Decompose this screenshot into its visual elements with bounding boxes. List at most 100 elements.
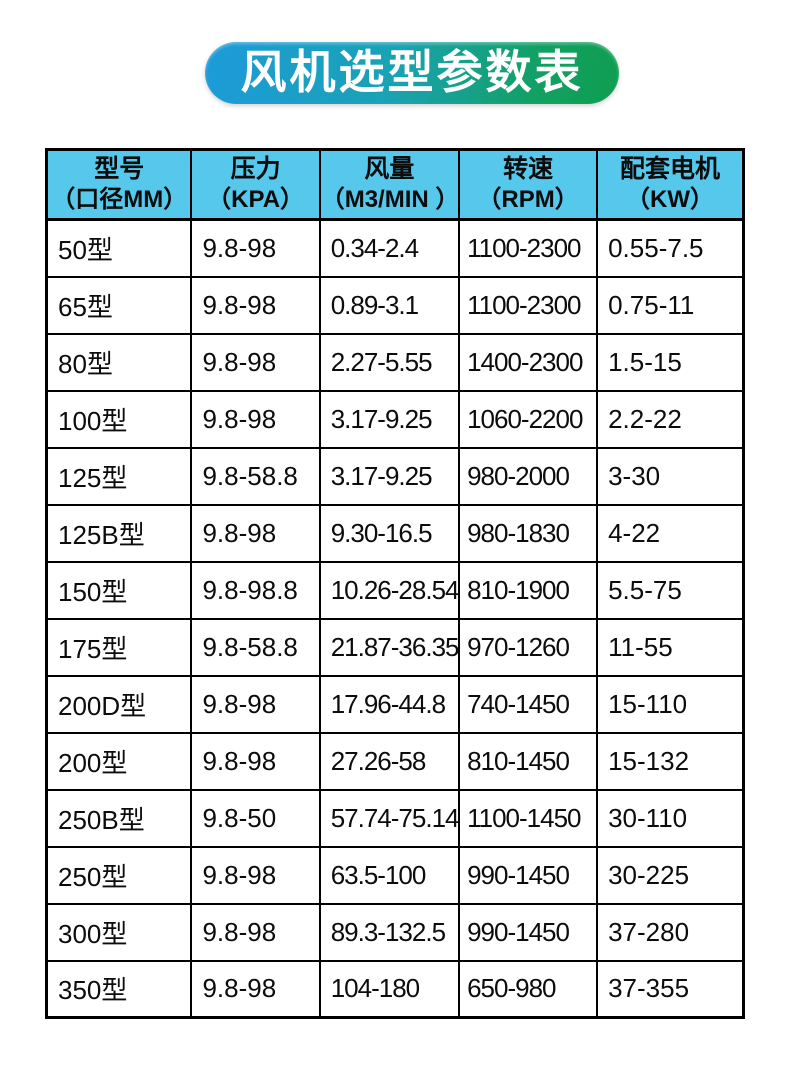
table-row: 100型 9.8-98 3.17-9.25 1060-2200 2.2-22 [45,389,745,449]
cell-speed: 990-1450 [458,902,599,962]
cell-speed: 810-1900 [458,560,599,620]
table-row: 300型 9.8-98 89.3-132.5 990-1450 37-280 [45,902,745,962]
table-row: 200型 9.8-98 27.26-58 810-1450 15-132 [45,731,745,791]
table-row: 350型 9.8-98 104-180 650-980 37-355 [45,959,745,1019]
cell-press: 9.8-98 [190,731,321,791]
cell-motor: 0.55-7.5 [596,218,745,278]
header-cell-speed: 转速 （RPM） [458,148,599,221]
cell-press: 9.8-58.8 [190,446,321,506]
cell-model: 150型 [45,560,193,620]
cell-speed: 970-1260 [458,617,599,677]
table-row: 125B型 9.8-98 9.30-16.5 980-1830 4-22 [45,503,745,563]
header-speed-unit: （RPM） [477,186,579,214]
table-body: 50型 9.8-98 0.34-2.4 1100-2300 0.55-7.5 65型 9.8… [45,218,745,1019]
cell-motor: 11-55 [596,617,745,677]
header-airflow-unit: （M3/MIN ） [320,186,460,214]
cell-press: 9.8-98 [190,275,321,335]
cell-press: 9.8-98.8 [190,560,321,620]
cell-speed: 1400-2300 [458,332,599,392]
cell-motor: 30-225 [596,845,745,905]
cell-motor: 15-132 [596,731,745,791]
cell-airflow: 0.89-3.1 [318,275,461,335]
header-pressure-unit: （KPA） [207,186,305,214]
cell-press: 9.8-98 [190,389,321,449]
header-airflow-title: 风量 [364,154,415,183]
cell-model: 200D型 [45,674,193,734]
cell-speed: 980-1830 [458,503,599,563]
cell-model: 300型 [45,902,193,962]
cell-model: 250B型 [45,788,193,848]
header-model-unit: （口径MM） [51,186,188,214]
cell-speed: 990-1450 [458,845,599,905]
cell-model: 125B型 [45,503,193,563]
cell-press: 9.8-98 [190,218,321,278]
cell-motor: 2.2-22 [596,389,745,449]
cell-airflow: 21.87-36.35 [318,617,461,677]
fan-spec-table: 型号 （口径MM） 压力 （KPA） 风量 （M3/MIN ） 转速 （RPM）… [45,148,745,1019]
cell-model: 350型 [45,959,193,1019]
table-row: 175型 9.8-58.8 21.87-36.35 970-1260 11-55 [45,617,745,677]
cell-speed: 980-2000 [458,446,599,506]
table-row: 80型 9.8-98 2.27-5.55 1400-2300 1.5-15 [45,332,745,392]
cell-motor: 5.5-75 [596,560,745,620]
cell-airflow: 3.17-9.25 [318,389,461,449]
table-row: 250型 9.8-98 63.5-100 990-1450 30-225 [45,845,745,905]
cell-model: 65型 [45,275,193,335]
cell-model: 125型 [45,446,193,506]
cell-airflow: 10.26-28.54 [318,560,461,620]
cell-motor: 15-110 [596,674,745,734]
header-cell-airflow: 风量 （M3/MIN ） [318,148,461,221]
cell-press: 9.8-98 [190,503,321,563]
cell-motor: 4-22 [596,503,745,563]
cell-press: 9.8-58.8 [190,617,321,677]
table-row: 65型 9.8-98 0.89-3.1 1100-2300 0.75-11 [45,275,745,335]
header-speed-title: 转速 [503,154,554,183]
cell-press: 9.8-50 [190,788,321,848]
cell-airflow: 9.30-16.5 [318,503,461,563]
header-cell-motor: 配套电机 （KW） [596,148,745,221]
header-pressure-title: 压力 [230,154,281,183]
cell-model: 200型 [45,731,193,791]
header-model-title: 型号 [94,154,145,183]
cell-motor: 37-280 [596,902,745,962]
cell-model: 50型 [45,218,193,278]
cell-speed: 740-1450 [458,674,599,734]
table-row: 50型 9.8-98 0.34-2.4 1100-2300 0.55-7.5 [45,218,745,278]
header-motor-title: 配套电机 [620,154,721,183]
cell-airflow: 63.5-100 [318,845,461,905]
cell-airflow: 104-180 [318,959,461,1019]
cell-airflow: 17.96-44.8 [318,674,461,734]
cell-motor: 1.5-15 [596,332,745,392]
cell-airflow: 2.27-5.55 [318,332,461,392]
header-cell-model: 型号 （口径MM） [45,148,193,221]
cell-airflow: 0.34-2.4 [318,218,461,278]
table-row: 200D型 9.8-98 17.96-44.8 740-1450 15-110 [45,674,745,734]
cell-motor: 30-110 [596,788,745,848]
cell-airflow: 3.17-9.25 [318,446,461,506]
cell-press: 9.8-98 [190,845,321,905]
cell-press: 9.8-98 [190,332,321,392]
cell-motor: 3-30 [596,446,745,506]
cell-speed: 810-1450 [458,731,599,791]
cell-press: 9.8-98 [190,674,321,734]
cell-model: 250型 [45,845,193,905]
table-row: 250B型 9.8-50 57.74-75.14 1100-1450 30-110 [45,788,745,848]
table-header-row: 型号 （口径MM） 压力 （KPA） 风量 （M3/MIN ） 转速 （RPM）… [45,148,745,221]
table-row: 150型 9.8-98.8 10.26-28.54 810-1900 5.5-75 [45,560,745,620]
header-cell-pressure: 压力 （KPA） [190,148,321,221]
cell-airflow: 57.74-75.14 [318,788,461,848]
cell-speed: 1100-2300 [458,218,599,278]
cell-airflow: 89.3-132.5 [318,902,461,962]
page-title: 风机选型参数表 [205,42,619,104]
cell-model: 80型 [45,332,193,392]
header-motor-unit: （KW） [626,186,715,214]
cell-speed: 1060-2200 [458,389,599,449]
cell-speed: 1100-1450 [458,788,599,848]
cell-motor: 0.75-11 [596,275,745,335]
cell-press: 9.8-98 [190,959,321,1019]
table-row: 125型 9.8-58.8 3.17-9.25 980-2000 3-30 [45,446,745,506]
cell-press: 9.8-98 [190,902,321,962]
cell-model: 100型 [45,389,193,449]
cell-airflow: 27.26-58 [318,731,461,791]
